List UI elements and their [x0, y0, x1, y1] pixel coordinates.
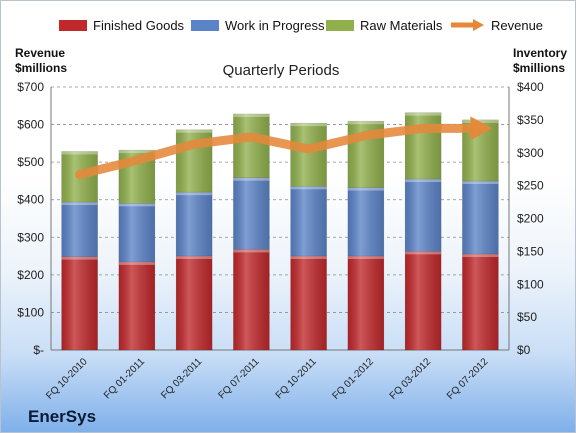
bar-finished-goods-top-edge — [61, 256, 98, 260]
right-tick-label: $150 — [517, 244, 544, 258]
legend-swatch-finished-goods — [59, 19, 87, 31]
x-tick-label: FQ 01-2011 — [102, 356, 147, 401]
bar-finished-goods-sheen — [176, 255, 213, 350]
bar-finished-goods-sheen — [290, 255, 327, 350]
brand-logo-text: EnerSys — [28, 407, 97, 426]
left-tick-label: $500 — [17, 155, 44, 169]
bar-finished-goods-sheen — [233, 249, 270, 350]
legend-arrow-revenue — [451, 19, 484, 31]
bar-work-in-progress-top-edge — [462, 181, 499, 185]
left-tick-label: $- — [33, 343, 44, 357]
bar-finished-goods-top-edge — [462, 254, 499, 258]
x-tick-label: FQ 07-2012 — [445, 356, 491, 402]
left-tick-label: $600 — [17, 118, 44, 132]
bar-work-in-progress-sheen — [118, 203, 155, 262]
right-tick-label: $250 — [517, 179, 544, 193]
legend-label: Finished Goods — [93, 17, 185, 33]
right-tick-label: $200 — [517, 212, 544, 226]
bar-work-in-progress-top-edge — [405, 179, 442, 183]
revenue-line — [75, 123, 475, 180]
left-tick-label: $200 — [17, 268, 44, 282]
right-axis-title: Inventory $millions — [513, 46, 568, 75]
bar-raw-materials-top-edge — [176, 129, 213, 133]
right-tick-label: $400 — [517, 80, 544, 94]
bar-work-in-progress-sheen — [347, 187, 384, 256]
bar-finished-goods-sheen — [61, 256, 98, 350]
left-tick-label: $100 — [17, 305, 44, 319]
legend-label: Work in Progress — [225, 17, 325, 33]
legend-item-revenue: Revenue — [449, 16, 543, 34]
bar-work-in-progress-sheen — [233, 177, 270, 250]
bar-raw-materials-top-edge — [405, 112, 442, 116]
bar-work-in-progress-sheen — [462, 181, 499, 255]
bar-finished-goods-top-edge — [233, 249, 270, 253]
right-tick-label: $300 — [517, 146, 544, 160]
bar-raw-materials-top-edge — [233, 113, 270, 117]
bar-work-in-progress-top-edge — [118, 203, 155, 207]
bar-raw-materials-top-edge — [61, 151, 98, 155]
left-tick-label: $300 — [17, 230, 44, 244]
legend: Finished Goods Work in Progress Raw Mate… — [1, 16, 575, 34]
bar-work-in-progress-sheen — [405, 179, 442, 252]
x-tick-label: FQ 03-2011 — [159, 356, 204, 401]
bar-work-in-progress-top-edge — [347, 187, 384, 191]
bar-raw-materials-sheen — [290, 123, 327, 187]
bar-finished-goods-sheen — [118, 261, 155, 350]
right-tick-label: $100 — [517, 277, 544, 291]
bar-work-in-progress-top-edge — [290, 186, 327, 190]
bar-raw-materials-sheen — [405, 112, 442, 180]
bar-finished-goods-top-edge — [347, 255, 384, 259]
revenue-arrowhead — [470, 116, 493, 141]
bar-raw-materials-top-edge — [290, 123, 327, 127]
bar-work-in-progress-sheen — [290, 186, 327, 256]
bar-raw-materials-top-edge — [118, 150, 155, 154]
x-tick-label: FQ 10-2011 — [274, 356, 319, 401]
bar-finished-goods-top-edge — [176, 255, 213, 259]
x-tick-label: FQ 01-2012 — [330, 356, 376, 402]
legend-label: Revenue — [491, 17, 544, 33]
left-axis-title: Revenue $millions — [15, 46, 68, 75]
chart-title: Quarterly Periods — [222, 62, 340, 79]
bar-finished-goods-sheen — [405, 251, 442, 350]
bar-work-in-progress-top-edge — [61, 202, 98, 206]
legend-item-work-in-progress: Work in Progress — [191, 16, 324, 34]
bar-work-in-progress-top-edge — [176, 192, 213, 196]
x-tick-label: FQ 07-2011 — [217, 356, 262, 401]
bar-raw-materials-sheen — [233, 113, 270, 178]
bar-finished-goods-top-edge — [290, 255, 327, 259]
bar-work-in-progress-top-edge — [233, 177, 270, 181]
x-tick-label: FQ 10-2010 — [44, 356, 90, 402]
bar-raw-materials-top-edge — [347, 121, 384, 125]
legend-item-raw-materials: Raw Materials — [326, 16, 442, 34]
bar-finished-goods-sheen — [347, 255, 384, 350]
right-tick-label: $350 — [517, 113, 544, 127]
right-tick-label: $0 — [517, 343, 531, 357]
bar-work-in-progress-sheen — [61, 202, 98, 257]
left-tick-label: $700 — [17, 80, 44, 94]
legend-label: Raw Materials — [360, 17, 443, 33]
bar-finished-goods-sheen — [462, 254, 499, 350]
legend-item-finished-goods: Finished Goods — [59, 16, 184, 34]
x-tick-label: FQ 03-2012 — [388, 356, 434, 402]
left-tick-label: $400 — [17, 193, 44, 207]
right-tick-label: $50 — [517, 310, 537, 324]
bar-finished-goods-top-edge — [118, 261, 155, 265]
bar-raw-materials-top-edge — [462, 119, 499, 123]
legend-swatch-work-in-progress — [191, 19, 219, 31]
bar-work-in-progress-sheen — [176, 192, 213, 256]
legend-swatch-raw-materials — [326, 19, 354, 31]
bar-finished-goods-top-edge — [405, 251, 442, 255]
